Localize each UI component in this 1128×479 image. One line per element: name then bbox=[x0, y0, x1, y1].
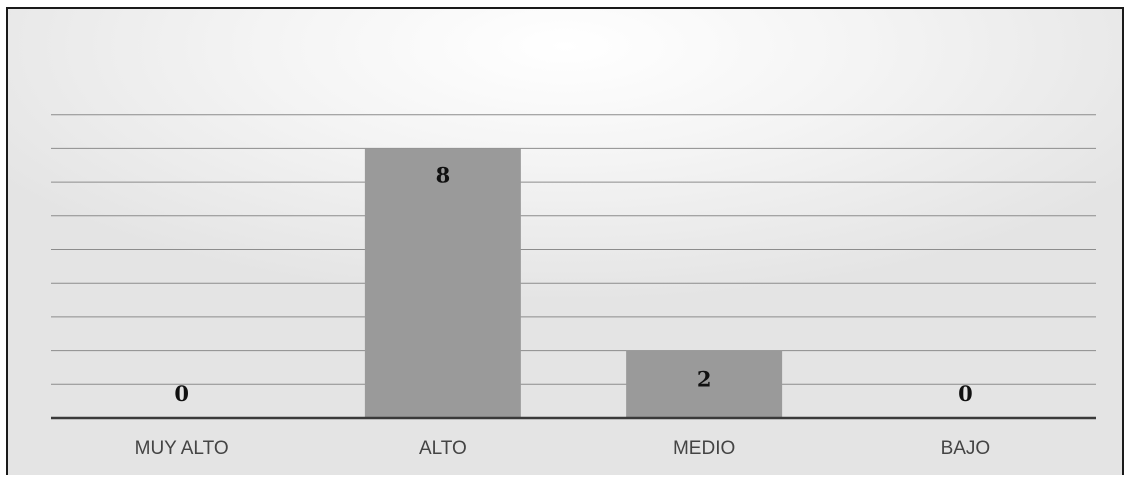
x-tick-label: MUY ALTO bbox=[135, 438, 229, 459]
bar-chart: 0 8 2 0 MUY ALTO ALTO MEDIO BAJO bbox=[51, 114, 1096, 459]
data-label: 2 bbox=[697, 367, 712, 392]
grid-lines bbox=[51, 114, 1096, 385]
bar-alto bbox=[364, 148, 521, 418]
data-label: 0 bbox=[174, 381, 189, 406]
data-label: 8 bbox=[436, 162, 451, 187]
data-labels: 0 8 2 0 bbox=[174, 162, 972, 406]
x-tick-label: MEDIO bbox=[673, 438, 735, 459]
x-tick-label: ALTO bbox=[419, 438, 467, 459]
bar-medio bbox=[626, 350, 783, 418]
chart-frame: 0 8 2 0 MUY ALTO ALTO MEDIO BAJO bbox=[6, 7, 1124, 475]
data-label: 0 bbox=[958, 381, 973, 406]
bars bbox=[364, 148, 783, 418]
x-tick-label: BAJO bbox=[941, 438, 991, 459]
x-tick-labels: MUY ALTO ALTO MEDIO BAJO bbox=[135, 438, 991, 459]
